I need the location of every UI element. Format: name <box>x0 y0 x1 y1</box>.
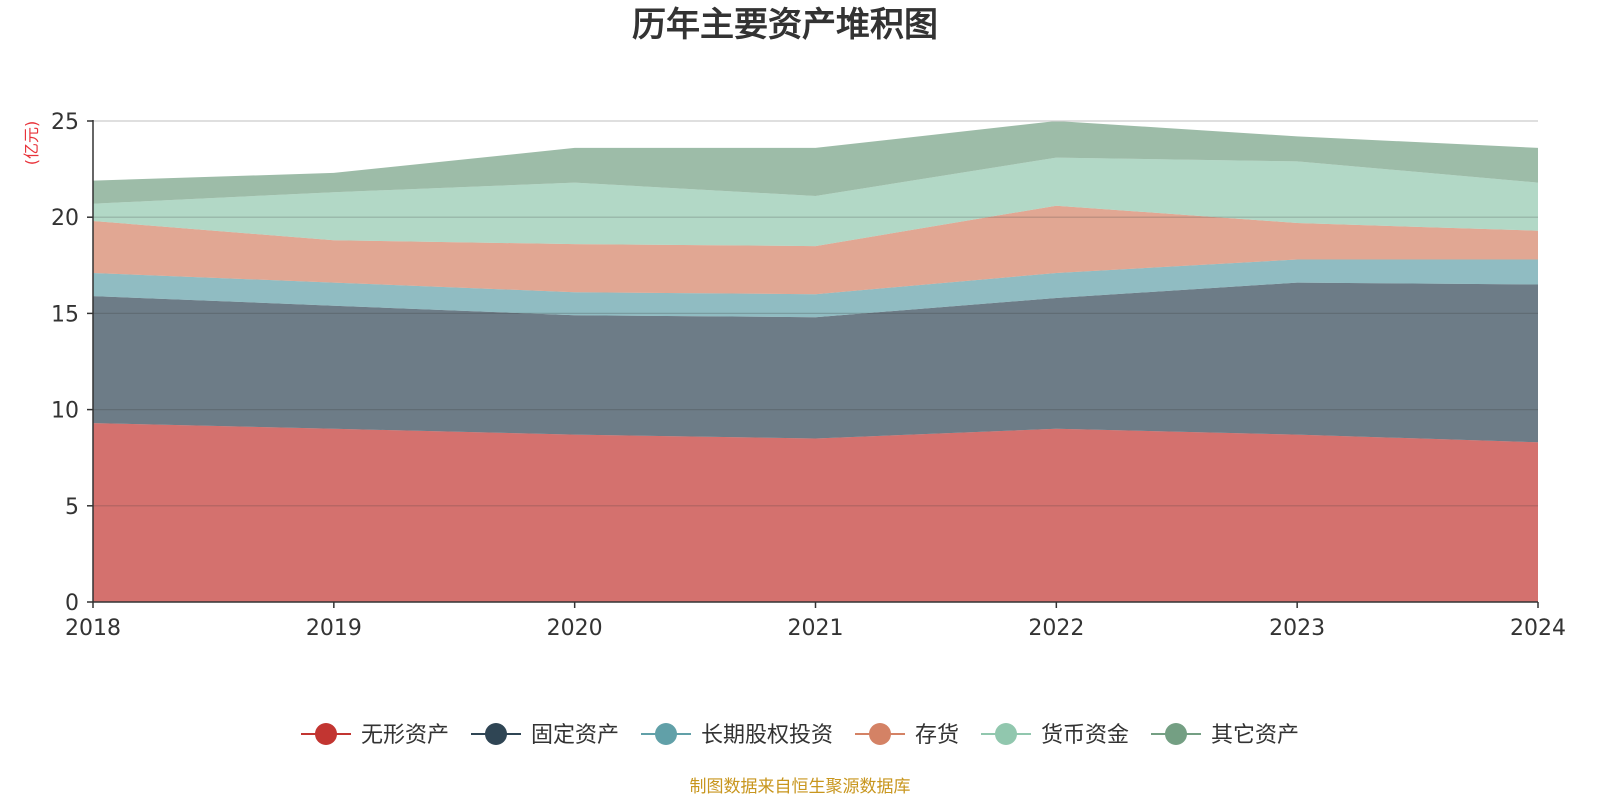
area-series-5 <box>93 121 1538 204</box>
y-tick-label: 15 <box>51 302 79 327</box>
x-tick-label: 2023 <box>1269 616 1325 641</box>
legend-marker <box>869 723 891 745</box>
axes: 0 5 10 15 20 25 2018 2019 2020 2021 2022 2023 2024 <box>51 110 1566 641</box>
legend-item-5[interactable]: 其它资产 <box>1151 723 1299 748</box>
y-tick-label: 10 <box>51 399 79 424</box>
area-series-2 <box>93 259 1538 318</box>
legend-label: 货币资金 <box>1041 723 1129 748</box>
legend-item-0[interactable]: 无形资产 <box>301 723 449 748</box>
area-series-3 <box>93 205 1538 295</box>
legend-label: 长期股权投资 <box>701 723 833 748</box>
x-tick-label: 2019 <box>306 616 362 641</box>
area-series-layer <box>93 121 1538 602</box>
chart-title: 历年主要资产堆积图 <box>632 5 938 45</box>
legend-item-2[interactable]: 长期股权投资 <box>641 723 833 748</box>
legend-item-4[interactable]: 货币资金 <box>981 723 1129 748</box>
legend-label: 其它资产 <box>1211 723 1299 748</box>
grid-lines <box>93 120 1538 507</box>
y-tick-label: 25 <box>51 110 79 135</box>
legend-marker <box>1165 723 1187 745</box>
x-tick-label: 2020 <box>547 616 603 641</box>
y-tick-label: 0 <box>65 591 79 616</box>
legend-marker <box>655 723 677 745</box>
x-tick-label: 2022 <box>1028 616 1084 641</box>
x-tick-label: 2024 <box>1510 616 1566 641</box>
y-tick-label: 20 <box>51 206 79 231</box>
legend-label: 固定资产 <box>531 723 619 748</box>
legend-marker <box>315 723 337 745</box>
legend-label: 存货 <box>915 723 959 748</box>
area-series-1 <box>93 282 1538 443</box>
legend-marker <box>485 723 507 745</box>
area-series-0 <box>93 423 1538 602</box>
y-tick-label: 5 <box>65 495 79 520</box>
x-tick-label: 2021 <box>788 616 844 641</box>
legend-item-1[interactable]: 固定资产 <box>471 723 619 748</box>
y-axis-unit-label: (亿元) <box>22 121 41 166</box>
legend-item-3[interactable]: 存货 <box>855 723 959 748</box>
area-series-4 <box>93 157 1538 247</box>
legend: 无形资产 固定资产 长期股权投资 存货 货币资金 其它资产 <box>301 723 1299 748</box>
legend-label: 无形资产 <box>361 723 449 748</box>
x-tick-label: 2018 <box>65 616 121 641</box>
source-note: 制图数据来自恒生聚源数据库 <box>690 777 911 797</box>
legend-marker <box>995 723 1017 745</box>
